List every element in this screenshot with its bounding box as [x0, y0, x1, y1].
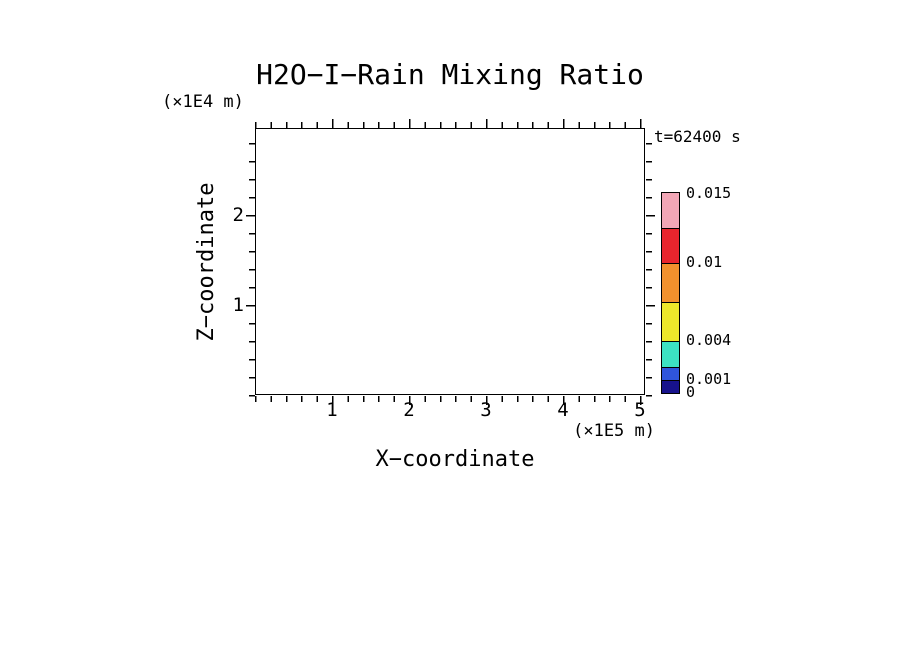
z-tick-label-1: 1: [232, 294, 244, 316]
colorbar-segment: [662, 263, 679, 302]
z-axis-major-ticks-right: [645, 214, 655, 307]
colorbar-segment: [662, 380, 679, 393]
x-axis-major-ticks-bottom: [331, 395, 643, 405]
colorbar-segment: [662, 341, 679, 367]
colorbar-label: 0.01: [686, 253, 723, 271]
x-axis-unit-label: (×1E5 m): [573, 421, 655, 441]
colorbar-segment: [662, 367, 679, 380]
z-axis-title-text: Z−coordinate: [194, 182, 219, 342]
x-tick-label-5: 5: [634, 399, 646, 421]
x-axis-major-ticks-top: [331, 118, 643, 128]
x-tick-label-2: 2: [403, 399, 415, 421]
time-annotation: t=62400 s: [654, 127, 741, 146]
x-tick-label-4: 4: [557, 399, 569, 421]
plot-frame: [245, 118, 655, 405]
z-axis-unit-label: (×1E4 m): [162, 92, 244, 112]
plot-title: H2O−I−Rain Mixing Ratio: [256, 58, 644, 91]
z-axis-major-ticks-left: [245, 214, 255, 307]
colorbar-label: 0: [686, 383, 696, 401]
x-axis-title: X−coordinate: [375, 447, 535, 472]
colorbar-segment: [662, 193, 679, 228]
colorbar-label: 0.015: [686, 184, 732, 202]
colorbar-label: 0.004: [686, 331, 732, 349]
colorbar-segment: [662, 228, 679, 263]
colorbar-segment: [662, 302, 679, 341]
colorbar: [661, 192, 680, 394]
z-tick-label-2: 2: [232, 204, 244, 226]
x-tick-label-1: 1: [326, 399, 338, 421]
colorbar-label: 0.001: [686, 370, 732, 388]
x-tick-label-3: 3: [480, 399, 492, 421]
